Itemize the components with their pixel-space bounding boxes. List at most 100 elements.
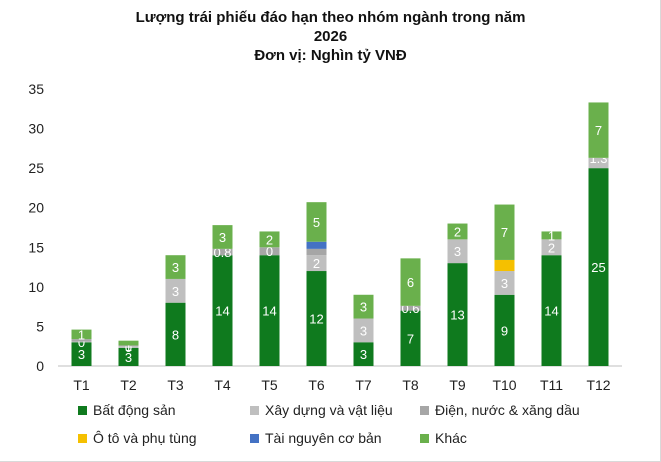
- bar-segment: [494, 294, 515, 366]
- bar-segment: [306, 202, 327, 242]
- chart-title-line-2: 2026: [313, 28, 348, 45]
- stacked-bar-chart: 05101520253035301T1301T2833T3140.83T4140…: [28, 81, 622, 393]
- x-tick-label: T8: [402, 377, 419, 393]
- legend-item: Xây dựng và vật liệu: [250, 402, 393, 418]
- x-tick-label: T5: [261, 377, 278, 393]
- y-tick-label: 0: [36, 358, 44, 374]
- bar-segment: [306, 255, 327, 272]
- data-label: 2: [548, 240, 555, 255]
- data-label: 3: [125, 350, 132, 365]
- legend-swatch: [420, 405, 429, 415]
- bar-segment: [118, 347, 139, 366]
- bar-segment: [494, 271, 515, 295]
- y-tick-label: 15: [28, 239, 44, 255]
- bar-segment: [400, 258, 421, 306]
- chart-subtitle-unit: Đơn vị: Nghìn tỷ VNĐ: [254, 47, 407, 64]
- y-tick-label: 25: [28, 160, 44, 176]
- bar-segment: [259, 247, 280, 256]
- bar-segment: [306, 271, 327, 366]
- bar-segment: [494, 204, 515, 260]
- y-tick-label: 5: [36, 318, 44, 334]
- legend-label: Ô tô và phụ tùng: [93, 430, 197, 446]
- data-label: 0: [125, 340, 132, 355]
- data-label: 25: [591, 260, 605, 275]
- data-label: 7: [595, 123, 602, 138]
- bar-segment: [400, 305, 421, 311]
- data-label: 0: [78, 335, 85, 350]
- bar-segment: [353, 294, 374, 319]
- bar-segment: [541, 255, 562, 366]
- data-label: 6: [407, 275, 414, 290]
- x-tick-label: T3: [167, 377, 184, 393]
- bar-segment: [71, 329, 92, 340]
- bar-segment: [259, 255, 280, 366]
- bar-segment: [118, 340, 139, 346]
- bar-segment: [353, 318, 374, 343]
- y-tick-label: 20: [28, 200, 44, 216]
- legend-label: Điện, nước & xăng dầu: [435, 402, 580, 418]
- bar-segment: [588, 102, 609, 158]
- data-label: 14: [544, 304, 558, 319]
- data-label: 7: [501, 225, 508, 240]
- legend-item: Ô tô và phụ tùng: [78, 430, 197, 446]
- x-tick-label: T7: [355, 377, 372, 393]
- data-label: 2: [266, 232, 273, 247]
- bar-segment: [212, 255, 233, 366]
- data-label: 3: [454, 244, 461, 259]
- bar-segment: [494, 259, 515, 272]
- x-tick-label: T9: [449, 377, 466, 393]
- data-label: 5: [313, 215, 320, 230]
- x-tick-label: T10: [492, 377, 516, 393]
- data-label: 9: [501, 323, 508, 338]
- data-label: 3: [360, 300, 367, 315]
- bar-segment: [447, 263, 468, 366]
- chart-title-line-1: Lượng trái phiếu đáo hạn theo nhóm ngành…: [135, 9, 526, 26]
- data-label: 2: [454, 224, 461, 239]
- data-label: 8: [172, 327, 179, 342]
- data-label: 3: [360, 347, 367, 362]
- bar-segment: [541, 239, 562, 256]
- chart-title: Lượng trái phiếu đáo hạn theo nhóm ngành…: [0, 8, 661, 65]
- bar-segment: [165, 302, 186, 366]
- legend-item: Bất động sản: [78, 402, 176, 418]
- bar-segment: [212, 225, 233, 249]
- x-tick-label: T4: [214, 377, 231, 393]
- data-label: 3: [172, 260, 179, 275]
- bar-segment: [306, 241, 327, 249]
- data-label: 7: [407, 331, 414, 346]
- x-tick-label: T12: [586, 377, 610, 393]
- data-label: 3: [501, 276, 508, 291]
- bar-segment: [71, 341, 92, 343]
- legend-item: Điện, nước & xăng dầu: [420, 402, 580, 418]
- bar-segment: [71, 339, 92, 342]
- bar-segment: [541, 231, 562, 240]
- y-tick-label: 30: [28, 121, 44, 137]
- data-label: 14: [215, 304, 229, 319]
- y-tick-label: 10: [28, 279, 44, 295]
- data-label: 13: [450, 308, 464, 323]
- data-label: 3: [172, 284, 179, 299]
- x-tick-label: T11: [540, 377, 563, 393]
- data-label: 1: [548, 228, 555, 243]
- legend-label: Bất động sản: [93, 402, 176, 418]
- data-label: 12: [309, 312, 323, 327]
- y-tick-label: 35: [28, 81, 44, 97]
- bar-segment: [588, 168, 609, 366]
- data-label: 3: [360, 323, 367, 338]
- bar-segment: [353, 342, 374, 366]
- bar-segment: [118, 345, 139, 347]
- bar-segment: [447, 223, 468, 240]
- bar-segment: [400, 310, 421, 366]
- bar-segment: [259, 231, 280, 248]
- legend-swatch: [78, 405, 87, 415]
- data-label: 1: [125, 339, 132, 354]
- data-label: 3: [219, 230, 226, 245]
- legend-label: Tài nguyên cơ bản: [265, 430, 382, 446]
- legend-label: Xây dựng và vật liệu: [265, 402, 393, 418]
- data-label: 1: [78, 327, 85, 342]
- bar-segment: [212, 248, 233, 256]
- legend-item: Khác: [420, 430, 467, 446]
- x-tick-label: T2: [120, 377, 137, 393]
- legend-swatch: [420, 433, 429, 443]
- bar-segment: [447, 239, 468, 264]
